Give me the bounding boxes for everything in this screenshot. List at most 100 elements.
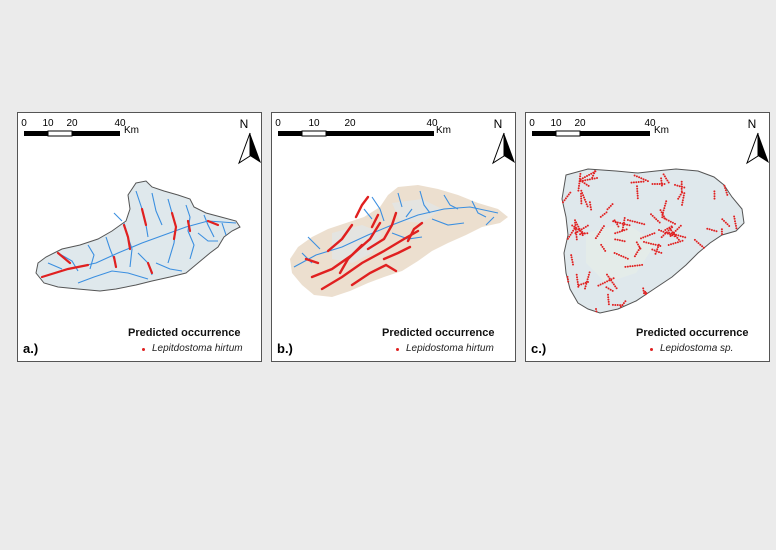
occurrence-point <box>596 235 599 238</box>
occurrence-point <box>633 255 636 258</box>
occurrence-point <box>735 224 737 227</box>
occurrence-point <box>676 236 679 239</box>
occurrence-point <box>601 227 604 230</box>
occurrence-point <box>644 293 647 296</box>
occurrence-point <box>584 200 587 203</box>
occurrence-point <box>678 185 681 188</box>
occurrence-point <box>670 243 672 246</box>
occurrence-point <box>679 193 682 196</box>
panel-label: c.) <box>531 341 547 356</box>
occurrence-point <box>677 197 680 200</box>
occurrence-point <box>586 178 589 181</box>
occurrence-point <box>604 249 607 252</box>
occurrence-point <box>571 258 574 261</box>
occurrence-point <box>665 200 668 203</box>
occurrence-point <box>666 179 669 182</box>
occurrence-point <box>584 225 587 228</box>
occurrence-point <box>601 245 604 248</box>
occurrence-point <box>626 257 629 260</box>
legend-symbol <box>142 348 145 351</box>
occurrence-points <box>562 170 738 313</box>
scale-bar <box>24 130 120 137</box>
occurrence-point <box>567 280 570 283</box>
occurrence-point <box>683 192 686 195</box>
occurrence-point <box>640 177 643 180</box>
occurrence-point <box>664 217 666 220</box>
occurrence-point <box>595 310 598 313</box>
map-canvas-a <box>24 130 261 292</box>
occurrence-point <box>653 249 656 252</box>
occurrence-point <box>650 213 652 216</box>
occurrence-point <box>733 217 736 220</box>
occurrence-point <box>579 178 582 181</box>
occurrence-point <box>607 298 610 301</box>
occurrence-point <box>662 211 664 214</box>
occurrence-point <box>606 273 608 276</box>
occurrence-point <box>582 227 585 230</box>
occurrence-point <box>623 240 626 243</box>
occurrence-point <box>588 178 591 181</box>
occurrence-point <box>636 251 639 254</box>
occurrence-point <box>579 233 582 236</box>
occurrence-point <box>642 289 645 292</box>
occurrence-point <box>671 233 674 236</box>
occurrence-point <box>578 182 581 185</box>
occurrence-point <box>734 222 737 225</box>
occurrence-point <box>616 304 619 306</box>
north-label: N <box>239 117 249 131</box>
occurrence-point <box>595 308 597 310</box>
occurrence-point <box>670 225 673 228</box>
occurrence-point <box>640 237 642 240</box>
occurrence-point <box>660 184 663 187</box>
occurrence-point <box>713 229 716 232</box>
occurrence-point <box>615 287 618 290</box>
occurrence-point <box>654 252 657 255</box>
occurrence-point <box>674 183 676 186</box>
scale-tick-label: 10 <box>550 118 562 129</box>
occurrence-point <box>662 173 665 176</box>
occurrence-point <box>634 264 636 267</box>
occurrence-point <box>660 177 663 180</box>
occurrence-point <box>713 192 716 195</box>
occurrence-point <box>570 256 573 259</box>
occurrence-point <box>583 182 586 185</box>
occurrence-point <box>567 193 570 196</box>
occurrence-point <box>681 239 684 242</box>
occurrence-point <box>614 232 617 235</box>
occurrence-point <box>678 195 681 198</box>
occurrence-point <box>676 228 679 231</box>
occurrence-point <box>636 264 639 267</box>
occurrence-point <box>609 204 612 207</box>
occurrence-point <box>611 303 614 306</box>
occurrence-point <box>724 189 727 192</box>
scale-tick-label: 20 <box>344 118 356 129</box>
occurrence-point <box>605 211 608 214</box>
occurrence-point <box>663 207 666 210</box>
occurrence-point <box>623 217 626 219</box>
occurrence-point <box>660 251 663 254</box>
occurrence-point <box>582 282 585 285</box>
occurrence-point <box>640 180 643 183</box>
occurrence-point <box>657 243 660 246</box>
occurrence-point <box>643 240 645 243</box>
occurrence-point <box>663 204 666 207</box>
occurrence-point <box>589 206 592 209</box>
occurrence-point <box>575 236 578 238</box>
occurrence-point <box>607 275 610 278</box>
occurrence-point <box>682 196 685 199</box>
occurrence-point <box>674 241 677 244</box>
scale-tick-label: 40 <box>426 118 438 129</box>
occurrence-point <box>628 224 631 227</box>
occurrence-point <box>580 197 583 200</box>
occurrence-point <box>621 239 624 242</box>
legend-species: Lepidostoma sp. <box>660 343 734 354</box>
occurrence-point <box>592 174 595 177</box>
legend-title: Predicted occurrence <box>382 327 495 339</box>
occurrence-point <box>651 183 654 185</box>
scale-tick-label: 10 <box>42 118 54 129</box>
occurrence-point <box>702 246 705 249</box>
occurrence-point <box>597 233 600 236</box>
occurrence-point <box>726 193 729 196</box>
occurrence-point <box>661 214 664 216</box>
occurrence-point <box>613 252 616 254</box>
